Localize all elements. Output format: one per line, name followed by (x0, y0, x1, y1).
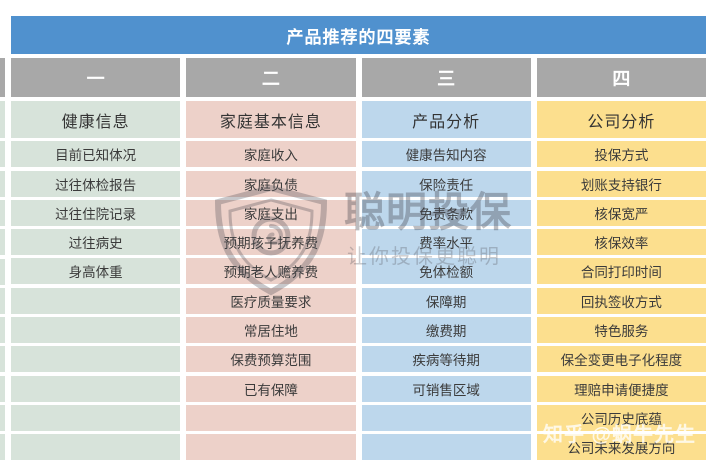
table-cell-empty (186, 434, 356, 460)
table-title-bar: 产品推荐的四要素 (11, 16, 706, 54)
table-cell: 免体检额 (361, 258, 531, 285)
table-column: 公司分析投保方式 划账支持银行 核保宽严核保效率 合同打印时间 回执签收方式 特色服务 保全… (536, 101, 706, 460)
column-number-header: 一 (11, 58, 181, 97)
table-cell-empty (11, 434, 181, 460)
table-cell: 家庭负债 (186, 170, 356, 197)
table-cell: 划账支持银行 (536, 170, 706, 197)
table-cell: 可销售区域 (361, 375, 531, 402)
table-cell: 过往体检报告 (11, 170, 181, 197)
table-cell: 理赔申请便捷度 (536, 375, 706, 402)
table-cell: 核保宽严 (536, 199, 706, 226)
table-column: 家庭基本信息家庭收入 家庭负债 家庭支出预期孩子抚养费 预期老人赡养费 医疗质量要求 常居… (186, 101, 356, 460)
table-cell: 费率水平 (361, 229, 531, 256)
table-column: 健康信息目前已知体况 过往体检报告 过往住院记录 过往病史 身高体重 (11, 101, 181, 460)
cropped-cell-sliver (0, 229, 5, 256)
table-cell: 医疗质量要求 (186, 287, 356, 314)
cropped-cell-sliver (0, 141, 5, 168)
table-cell: 保障期 (361, 287, 531, 314)
page-title: 产品推荐的四要素 (286, 27, 431, 47)
table-cell: 已有保障 (186, 375, 356, 402)
table-cell-empty (361, 404, 531, 431)
cropped-cell-sliver (0, 101, 5, 138)
table-cell-empty (11, 317, 181, 344)
table-cell: 预期老人赡养费 (186, 258, 356, 285)
cropped-cell-sliver (0, 199, 5, 226)
column-number-header: 二 (186, 58, 356, 97)
number-header-row: 一二三四 (11, 58, 706, 97)
table-cell-empty (11, 404, 181, 431)
table-cell: 疾病等待期 (361, 346, 531, 373)
table-columns: 健康信息 目前已知体况 过往体检报告 过往住院记录 过往病史 身高体重 家庭基本信息 家庭收入… (11, 101, 706, 460)
table-cell: 保全变更电子化程度 (536, 346, 706, 373)
cropped-cell-sliver (0, 405, 5, 431)
table-cell-empty (11, 375, 181, 402)
table-cell-empty (186, 404, 356, 431)
cropped-cell-sliver (0, 287, 5, 314)
table-cell: 过往住院记录 (11, 199, 181, 226)
table-cell: 公司未来发展方向 (536, 434, 706, 460)
table-cell: 合同打印时间 (536, 258, 706, 285)
table-cell: 过往病史 (11, 229, 181, 256)
table-column: 产品分析健康告知内容 保险责任 免责条款费率水平 免体检额 保障期缴费期 疾病等待期 可销售… (361, 101, 531, 460)
category-header: 产品分析 (361, 101, 531, 138)
table-cell: 预期孩子抚养费 (186, 229, 356, 256)
table-cell: 家庭支出 (186, 199, 356, 226)
table-cell-empty (361, 434, 531, 460)
table-cell: 身高体重 (11, 258, 181, 285)
category-header: 公司分析 (536, 101, 706, 138)
table-cell: 保费预算范围 (186, 346, 356, 373)
table-cell-empty (11, 287, 181, 314)
table-cell-empty (11, 346, 181, 373)
cropped-cell-sliver (0, 346, 5, 373)
table-cell: 保险责任 (361, 170, 531, 197)
cropped-cell-sliver (0, 317, 5, 344)
table-cell: 缴费期 (361, 317, 531, 344)
cropped-cell-sliver (0, 434, 5, 460)
table-cell: 免责条款 (361, 199, 531, 226)
table-cell: 投保方式 (536, 141, 706, 168)
cropped-cell-sliver (0, 170, 5, 197)
category-header: 家庭基本信息 (186, 101, 356, 138)
table-cell: 常居住地 (186, 317, 356, 344)
cropped-cell-sliver (0, 375, 5, 402)
column-number-header: 三 (361, 58, 531, 97)
table-cell: 健康告知内容 (361, 141, 531, 168)
cropped-cell-sliver (0, 58, 5, 97)
table-cell: 核保效率 (536, 229, 706, 256)
column-number-header: 四 (536, 58, 706, 97)
table-cell: 回执签收方式 (536, 287, 706, 314)
table-cell: 家庭收入 (186, 141, 356, 168)
table-cell: 目前已知体况 (11, 141, 181, 168)
cropped-cell-sliver (0, 258, 5, 285)
table-cell: 公司历史底蕴 (536, 404, 706, 431)
category-header: 健康信息 (11, 101, 181, 138)
table-cell: 特色服务 (536, 317, 706, 344)
